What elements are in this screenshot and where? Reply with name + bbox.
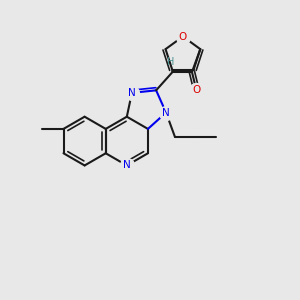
Text: H: H	[167, 57, 175, 67]
Text: O: O	[192, 85, 201, 95]
Text: N: N	[128, 88, 136, 98]
Text: N: N	[162, 108, 170, 118]
Text: O: O	[179, 32, 187, 41]
Text: N: N	[123, 160, 131, 170]
